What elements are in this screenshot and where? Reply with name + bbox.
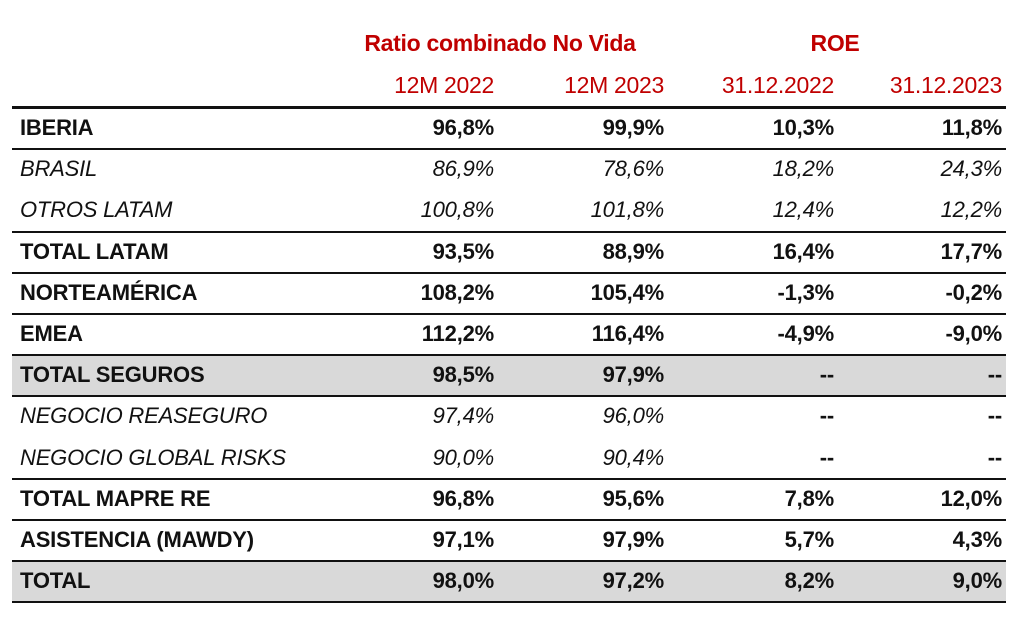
cell-value: 97,9%: [602, 526, 665, 552]
cell-value: 101,8%: [590, 197, 665, 223]
table-row-emea: EMEA 112,2% 116,4% -4,9% -9,0%: [12, 315, 1006, 357]
cell-value: 16,4%: [772, 238, 835, 264]
cell-value: 12,0%: [940, 485, 1003, 511]
sub-header-row: 12M 2022 12M 2023 31.12.2022 31.12.2023: [12, 66, 1006, 109]
cell-value: 105,4%: [590, 279, 665, 305]
cell-value: --: [987, 444, 1002, 470]
cell-value: 7,8%: [784, 485, 835, 511]
cell-value: -1,3%: [777, 279, 835, 305]
cell-value: 116,4%: [591, 320, 664, 346]
cell-value: 86,9%: [432, 156, 495, 182]
col-header-31-12-2022: 31.12.2022: [721, 72, 834, 98]
col-header-12m-2022: 12M 2022: [394, 72, 494, 98]
cell-value: 97,4%: [432, 403, 495, 429]
row-label: NORTEAMÉRICA: [20, 279, 198, 305]
cell-value: 108,2%: [420, 279, 495, 305]
cell-value: 99,9%: [602, 115, 665, 140]
cell-value: 4,3%: [952, 526, 1003, 552]
cell-value: 5,7%: [784, 526, 835, 552]
row-label: NEGOCIO GLOBAL RISKS: [20, 444, 286, 470]
row-label: IBERIA: [20, 115, 94, 140]
table-row-negocio-reaseguro: NEGOCIO REASEGURO 97,4% 96,0% -- --: [12, 397, 1006, 438]
row-label: NEGOCIO REASEGURO: [20, 403, 268, 429]
cell-value: 12,4%: [772, 197, 835, 223]
table-row-norteamerica: NORTEAMÉRICA 108,2% 105,4% -1,3% -0,2%: [12, 274, 1006, 315]
results-table: Ratio combinado No Vida ROE 12M 2022 12M…: [12, 30, 1006, 604]
table-row-total-mapre-re: TOTAL MAPRE RE 96,8% 95,6% 7,8% 12,0%: [12, 480, 1006, 521]
table-row-iberia: IBERIA 96,8% 99,9% 10,3% 11,8%: [12, 109, 1006, 151]
cell-value: 95,6%: [602, 485, 665, 511]
col-header-31-12-2023: 31.12.2023: [889, 72, 1002, 98]
cell-value: 97,9%: [602, 362, 665, 388]
table-row-asistencia-mawdy: ASISTENCIA (MAWDY) 97,1% 97,9% 5,7% 4,3%: [12, 521, 1006, 563]
cell-value: --: [819, 362, 834, 388]
row-label: TOTAL SEGUROS: [20, 362, 205, 388]
cell-value: 96,8%: [432, 115, 495, 140]
cell-value: 18,2%: [772, 156, 835, 182]
col-header-12m-2023: 12M 2023: [564, 72, 664, 98]
row-label: TOTAL MAPRE RE: [20, 485, 211, 511]
cell-value: 96,8%: [432, 485, 495, 511]
cell-value: 90,0%: [432, 444, 495, 470]
cell-value: --: [987, 403, 1002, 429]
table-row-negocio-global-risks: NEGOCIO GLOBAL RISKS 90,0% 90,4% -- --: [12, 439, 1006, 480]
table-row-total-seguros: TOTAL SEGUROS 98,5% 97,9% -- --: [12, 356, 1006, 398]
table-row-brasil: BRASIL 86,9% 78,6% 18,2% 24,3%: [12, 150, 1006, 191]
row-label: EMEA: [20, 320, 83, 346]
row-label: BRASIL: [20, 156, 98, 182]
cell-value: 112,2%: [421, 320, 494, 346]
row-label: ASISTENCIA (MAWDY): [20, 526, 254, 552]
group-header-combined-ratio: Ratio combinado No Vida: [364, 30, 636, 56]
cell-value: 10,3%: [772, 115, 835, 140]
cell-value: 17,7%: [940, 238, 1003, 264]
table-row-total-latam: TOTAL LATAM 93,5% 88,9% 16,4% 17,7%: [12, 233, 1006, 274]
row-label: TOTAL LATAM: [20, 238, 169, 264]
cell-value: 98,0%: [432, 568, 495, 594]
cell-value: --: [819, 444, 834, 470]
cell-value: --: [819, 403, 834, 429]
row-label: OTROS LATAM: [20, 197, 173, 223]
group-header-roe: ROE: [810, 30, 860, 56]
group-header-row: Ratio combinado No Vida ROE: [12, 30, 1006, 66]
cell-value: 9,0%: [952, 568, 1003, 594]
table-row-otros-latam: OTROS LATAM 100,8% 101,8% 12,4% 12,2%: [12, 191, 1006, 233]
cell-value: -9,0%: [945, 320, 1003, 346]
cell-value: 93,5%: [432, 238, 495, 264]
cell-value: -0,2%: [945, 279, 1003, 305]
cell-value: 96,0%: [602, 403, 665, 429]
cell-value: 90,4%: [602, 444, 665, 470]
cell-value: 98,5%: [432, 362, 495, 388]
cell-value: -4,9%: [777, 320, 835, 346]
cell-value: 8,2%: [784, 568, 835, 594]
table-row-total: TOTAL 98,0% 97,2% 8,2% 9,0%: [12, 562, 1006, 604]
cell-value: 97,2%: [602, 568, 665, 594]
cell-value: 12,2%: [940, 197, 1003, 223]
cell-value: --: [987, 362, 1002, 388]
cell-value: 100,8%: [420, 197, 495, 223]
cell-value: 24,3%: [940, 156, 1003, 182]
cell-value: 11,8%: [941, 115, 1002, 140]
cell-value: 78,6%: [602, 156, 665, 182]
cell-value: 88,9%: [602, 238, 665, 264]
cell-value: 97,1%: [432, 526, 495, 552]
row-label: TOTAL: [20, 568, 91, 594]
